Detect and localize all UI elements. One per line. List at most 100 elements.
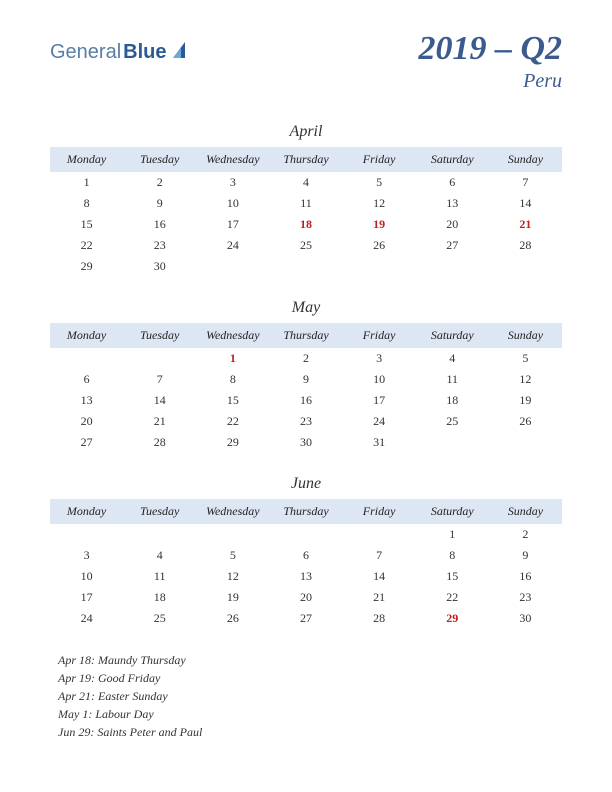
calendar-cell: 23: [123, 235, 196, 256]
calendar-cell: 18: [123, 587, 196, 608]
calendar-cell: 4: [269, 172, 342, 193]
calendar-cell: 27: [50, 432, 123, 453]
header: General Blue 2019 – Q2 Peru: [50, 30, 562, 93]
calendar-cell: [50, 524, 123, 545]
calendar-cell: 18: [416, 390, 489, 411]
calendar-cell: 1: [50, 172, 123, 193]
calendar-cell: [123, 348, 196, 369]
calendar-cell: 16: [489, 566, 562, 587]
day-header: Wednesday: [196, 147, 269, 172]
month-block: AprilMondayTuesdayWednesdayThursdayFrida…: [50, 123, 562, 277]
calendar-cell: 30: [489, 608, 562, 629]
calendar-row: 12: [50, 524, 562, 545]
calendar-cell: 15: [50, 214, 123, 235]
calendar-cell: 14: [343, 566, 416, 587]
calendar-cell: 13: [269, 566, 342, 587]
calendar-row: 12345: [50, 348, 562, 369]
calendar-row: 10111213141516: [50, 566, 562, 587]
calendar-cell: 15: [416, 566, 489, 587]
calendar-row: 1234567: [50, 172, 562, 193]
holiday-item: Apr 19: Good Friday: [58, 669, 562, 687]
calendar-cell: 14: [489, 193, 562, 214]
calendar-cell: [343, 256, 416, 277]
calendar-cell: 3: [50, 545, 123, 566]
calendar-cell: 26: [196, 608, 269, 629]
calendar-cell: 22: [416, 587, 489, 608]
day-header: Thursday: [269, 323, 342, 348]
holidays-list: Apr 18: Maundy ThursdayApr 19: Good Frid…: [50, 651, 562, 741]
logo-text-general: General: [50, 41, 121, 64]
calendar-cell: 5: [343, 172, 416, 193]
calendar-cell: [196, 524, 269, 545]
calendar-cell: 12: [343, 193, 416, 214]
day-header: Sunday: [489, 323, 562, 348]
calendar-cell: 6: [416, 172, 489, 193]
logo-text-blue: Blue: [123, 41, 166, 64]
calendar-row: 2930: [50, 256, 562, 277]
calendar-cell: 2: [489, 524, 562, 545]
calendar-cell: 27: [269, 608, 342, 629]
calendar-cell: 27: [416, 235, 489, 256]
day-header: Friday: [343, 499, 416, 524]
calendar-cell: 17: [196, 214, 269, 235]
page-title: 2019 – Q2: [418, 30, 562, 68]
calendar-cell: 9: [489, 545, 562, 566]
calendar-cell: 13: [416, 193, 489, 214]
calendar-row: 2728293031: [50, 432, 562, 453]
calendar-cell: 24: [196, 235, 269, 256]
calendar-cell: 28: [123, 432, 196, 453]
calendar-cell: 8: [416, 545, 489, 566]
calendar-cell: 3: [343, 348, 416, 369]
calendar-cell: 30: [123, 256, 196, 277]
day-header: Friday: [343, 147, 416, 172]
calendar-cell: 26: [343, 235, 416, 256]
calendar-cell: 10: [343, 369, 416, 390]
calendar-cell: 9: [123, 193, 196, 214]
calendar-cell: 2: [269, 348, 342, 369]
calendar-cell: 29: [196, 432, 269, 453]
holiday-item: Apr 18: Maundy Thursday: [58, 651, 562, 669]
calendar-cell: 22: [50, 235, 123, 256]
calendar-cell: [416, 256, 489, 277]
title-block: 2019 – Q2 Peru: [418, 30, 562, 93]
calendar-cell: 17: [343, 390, 416, 411]
calendar-cell: 28: [489, 235, 562, 256]
logo-sail-icon: [171, 40, 189, 65]
day-header: Sunday: [489, 147, 562, 172]
day-header: Saturday: [416, 147, 489, 172]
day-header: Tuesday: [123, 499, 196, 524]
calendar-cell: 30: [269, 432, 342, 453]
calendar-cell: 16: [123, 214, 196, 235]
calendar-cell: 29: [416, 608, 489, 629]
calendar-cell: 2: [123, 172, 196, 193]
day-header: Tuesday: [123, 147, 196, 172]
calendar-cell: 11: [416, 369, 489, 390]
calendar-cell: 7: [123, 369, 196, 390]
calendar-cell: 23: [489, 587, 562, 608]
calendar-cell: 13: [50, 390, 123, 411]
calendar-cell: 1: [196, 348, 269, 369]
calendar-cell: 4: [123, 545, 196, 566]
month-block: JuneMondayTuesdayWednesdayThursdayFriday…: [50, 475, 562, 629]
calendar-cell: 19: [489, 390, 562, 411]
month-block: MayMondayTuesdayWednesdayThursdayFridayS…: [50, 299, 562, 453]
calendar-cell: 24: [50, 608, 123, 629]
calendar-row: 6789101112: [50, 369, 562, 390]
month-name: May: [50, 299, 562, 317]
calendar-cell: [489, 256, 562, 277]
calendar-container: AprilMondayTuesdayWednesdayThursdayFrida…: [50, 123, 562, 629]
calendar-cell: [50, 348, 123, 369]
calendar-cell: [343, 524, 416, 545]
day-header: Thursday: [269, 499, 342, 524]
day-header: Saturday: [416, 323, 489, 348]
calendar-cell: 18: [269, 214, 342, 235]
calendar-cell: 25: [416, 411, 489, 432]
day-header: Thursday: [269, 147, 342, 172]
calendar-row: 17181920212223: [50, 587, 562, 608]
calendar-cell: 7: [489, 172, 562, 193]
calendar-row: 20212223242526: [50, 411, 562, 432]
calendar-cell: 10: [50, 566, 123, 587]
calendar-row: 3456789: [50, 545, 562, 566]
calendar-cell: 15: [196, 390, 269, 411]
calendar-cell: 16: [269, 390, 342, 411]
